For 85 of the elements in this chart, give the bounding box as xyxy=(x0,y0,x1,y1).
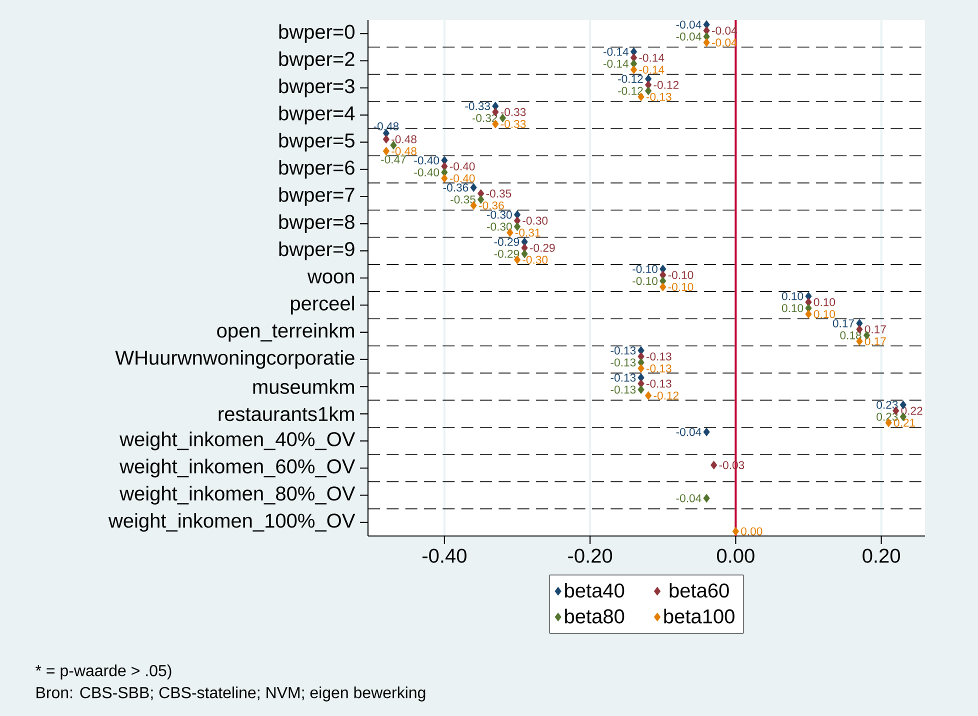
data-label: -0.12 xyxy=(618,74,643,83)
data-label: -0.13 xyxy=(610,386,636,394)
data-label: -0.13 xyxy=(646,352,672,360)
data-label: -0.40 xyxy=(450,162,475,170)
data-label: 0.10 xyxy=(782,292,804,300)
data-label: -0.33 xyxy=(500,120,526,128)
data-label: -0.40 xyxy=(414,168,440,176)
y-tick-label: weight_inkomen_60%_OV xyxy=(120,458,356,478)
text: * = p-waarde > .05) xyxy=(36,664,172,680)
x-tick-label: -0.20 xyxy=(568,548,612,563)
text: Bron: CBS-SBB; CBS-stateline; NVM; eigen bewerking xyxy=(36,686,426,702)
data-label: -0.36 xyxy=(479,201,504,210)
legend-label: beta80 xyxy=(565,608,624,624)
data-label: -0.14 xyxy=(639,54,664,62)
x-tick-label: -0.40 xyxy=(422,548,466,563)
data-label: -0.14 xyxy=(604,48,629,56)
y-tick-label: perceel xyxy=(290,296,354,314)
data-label: -0.30 xyxy=(487,222,512,231)
data-label: -0.13 xyxy=(610,346,636,355)
data-label: -0.04 xyxy=(676,428,702,436)
data-label: 0.17 xyxy=(864,337,886,346)
data-label: -0.30 xyxy=(522,256,548,264)
y-tick-label: weight_inkomen_100%_OV xyxy=(108,513,356,532)
data-label: -0.47 xyxy=(381,155,406,164)
data-label: -0.04 xyxy=(676,494,702,502)
data-label: -0.36 xyxy=(443,184,468,192)
data-label: -0.33 xyxy=(500,108,526,116)
y-tick-label: bwper=4 xyxy=(279,106,355,124)
data-label: -0.35 xyxy=(486,190,512,198)
data-label: 0.10 xyxy=(814,298,836,306)
y-tick-label: weight_inkomen_80%_OV xyxy=(120,486,356,505)
data-label: 0.23 xyxy=(876,400,898,409)
y-tick-label: woon xyxy=(307,272,354,284)
data-label: -0.10 xyxy=(668,282,694,291)
data-label: -0.40 xyxy=(414,156,440,164)
y-tick-label: bwper=2 xyxy=(279,51,354,70)
data-label: 0.17 xyxy=(864,325,886,334)
y-tick-label: bwper=7 xyxy=(279,187,354,206)
y-tick-label: bwper=5 xyxy=(279,132,354,152)
data-label: -0.13 xyxy=(646,92,672,101)
legend-label: beta60 xyxy=(670,582,729,598)
data-label: -0.14 xyxy=(639,66,664,74)
data-label: 0.21 xyxy=(894,418,916,427)
data-label: -0.29 xyxy=(530,244,555,252)
data-label: -0.29 xyxy=(494,250,520,258)
y-tick-label: open_terreinkm xyxy=(217,322,354,342)
data-label: -0.12 xyxy=(654,392,679,400)
data-label: -0.13 xyxy=(610,358,636,366)
y-tick-label: WHuurwnwoningcorporatie xyxy=(115,350,354,369)
data-label: -0.30 xyxy=(487,210,512,219)
data-label: -0.12 xyxy=(654,80,679,89)
y-tick-label: bwper=3 xyxy=(279,78,354,98)
data-label: -0.48 xyxy=(392,147,416,156)
data-label: 0.00 xyxy=(741,527,762,536)
y-tick-label: weight_inkomen_40%_OV xyxy=(120,432,356,450)
y-tick-label: museumkm xyxy=(253,379,354,394)
data-label: -0.13 xyxy=(646,364,672,372)
data-label: -0.10 xyxy=(668,271,694,280)
y-tick-label: bwper=8 xyxy=(279,214,354,233)
x-tick-label: 0.20 xyxy=(862,548,900,563)
data-label: -0.48 xyxy=(392,135,416,144)
y-tick-label: bwper=6 xyxy=(279,160,354,179)
y-tick-label: restaurants1km xyxy=(218,406,354,422)
data-label: 0.10 xyxy=(782,304,804,312)
data-label: -0.13 xyxy=(646,380,672,388)
data-label: -0.04 xyxy=(676,32,702,41)
data-label: 0.17 xyxy=(832,319,854,328)
x-tick-label: 0.00 xyxy=(717,548,754,563)
legend-label: beta100 xyxy=(664,608,734,624)
y-tick-label: bwper=9 xyxy=(279,242,354,260)
data-label: -0.40 xyxy=(450,174,475,182)
data-label: -0.12 xyxy=(618,86,643,95)
data-label: -0.13 xyxy=(610,374,636,382)
data-label: 0.10 xyxy=(814,310,836,318)
data-label: -0.10 xyxy=(632,265,658,274)
data-label: -0.04 xyxy=(676,20,702,29)
data-label: -0.14 xyxy=(604,60,629,68)
data-label: -0.33 xyxy=(465,102,490,110)
data-label: -0.10 xyxy=(632,276,658,285)
y-tick-label: bwper=0 xyxy=(279,24,354,43)
legend-label: beta40 xyxy=(565,582,624,598)
data-label: -0.35 xyxy=(450,196,476,204)
data-label: -0.31 xyxy=(515,228,540,237)
data-label: -0.29 xyxy=(494,238,520,246)
data-label: -0.30 xyxy=(522,216,548,225)
